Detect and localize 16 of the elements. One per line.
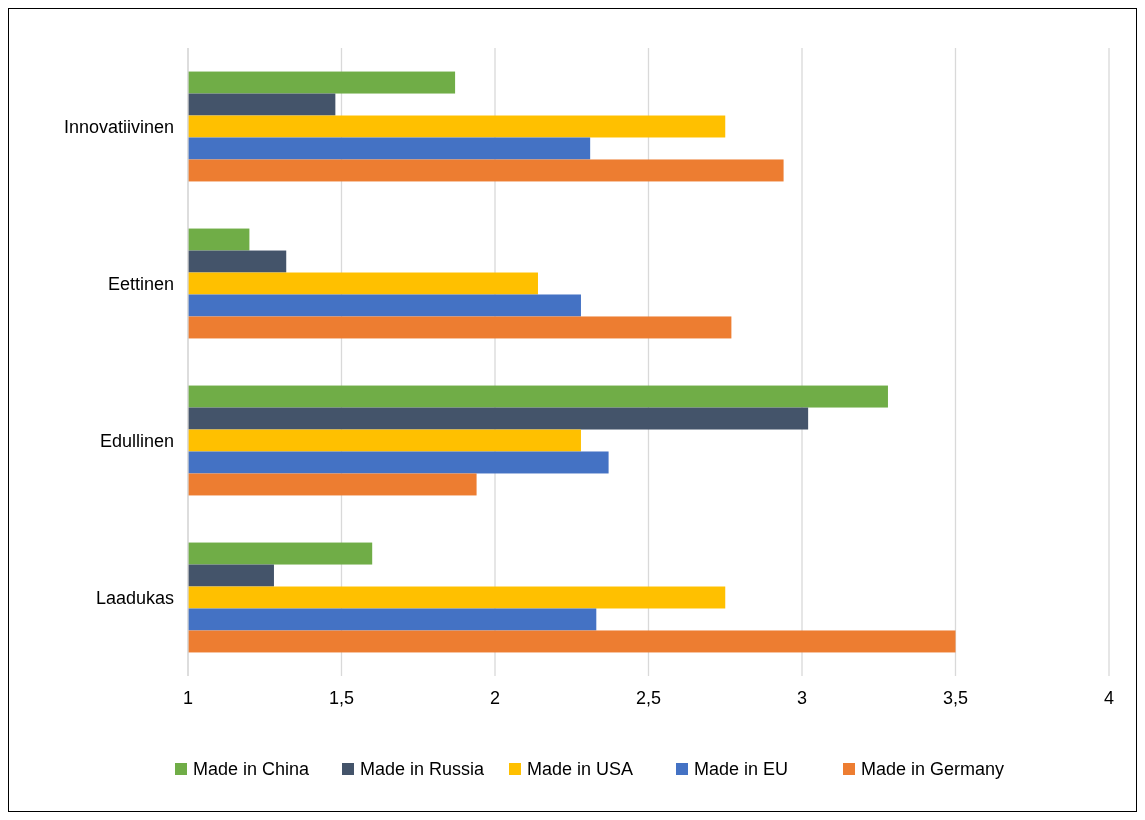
y-tick-label: Laadukas <box>95 587 174 608</box>
x-tick-label: 3 <box>796 688 808 708</box>
y-tick-label: Innovatiivinen <box>63 116 174 137</box>
legend-label: Made in China <box>193 759 311 779</box>
legend-label: Made in Germany <box>861 759 1005 779</box>
x-tick-label: 2 <box>489 688 501 708</box>
x-tick-label: 4 <box>1103 688 1115 708</box>
legend-label: Made in USA <box>527 759 634 779</box>
y-tick-label: Eettinen <box>107 273 174 294</box>
x-tick-label: 1,5 <box>328 688 355 708</box>
x-tick-label: 2,5 <box>635 688 662 708</box>
y-tick-label: Edullinen <box>99 430 174 451</box>
x-tick-label: 3,5 <box>942 688 969 708</box>
legend-label: Made in Russia <box>360 759 486 779</box>
legend-label: Made in EU <box>694 759 789 779</box>
x-tick-label: 1 <box>182 688 194 708</box>
